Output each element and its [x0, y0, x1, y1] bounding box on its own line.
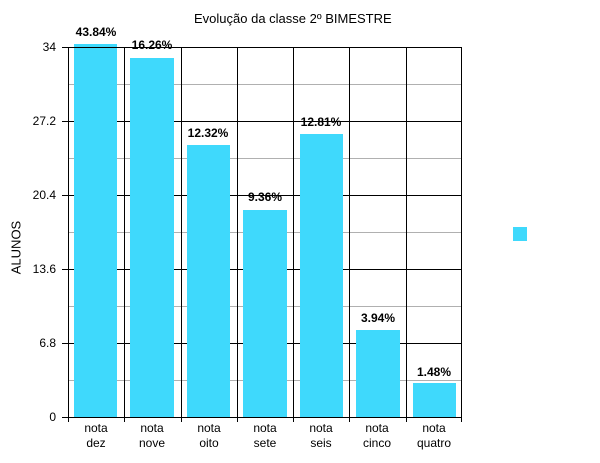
- x-tick: [237, 417, 238, 422]
- x-label-line: nota: [365, 421, 389, 435]
- bar-nota-oito: [187, 145, 230, 417]
- major-gridline: [68, 195, 462, 196]
- bar-value-label: 43.84%: [75, 25, 117, 39]
- y-tick-label: 13.6: [32, 262, 56, 276]
- vertical-gridline: [237, 47, 238, 417]
- vertical-gridline: [349, 47, 350, 417]
- bar-nota-nove: [130, 58, 174, 417]
- bar-value-label: 12.81%: [300, 115, 342, 129]
- x-label-line: nota: [197, 421, 221, 435]
- bar-nota-sete: [243, 210, 287, 417]
- x-label-line: nove: [138, 436, 166, 450]
- x-label-line: dez: [86, 436, 106, 450]
- x-tick-label: nota nove: [124, 421, 180, 451]
- vertical-gridline: [293, 47, 294, 417]
- minor-gridline: [68, 158, 462, 159]
- bar-nota-dez: [74, 44, 117, 417]
- y-tick: [62, 121, 68, 122]
- minor-gridline: [68, 84, 462, 85]
- major-gridline: [68, 121, 462, 122]
- x-tick-label: nota sete: [237, 421, 293, 451]
- bar-value-label: 1.48%: [416, 365, 452, 379]
- x-tick: [124, 417, 125, 422]
- vertical-gridline: [406, 47, 407, 417]
- x-label-line: oito: [199, 436, 219, 450]
- x-tick-label: nota cinco: [349, 421, 405, 451]
- y-tick-label: 34: [42, 40, 56, 54]
- x-tick: [349, 417, 350, 422]
- x-label-line: nota: [84, 421, 108, 435]
- x-tick: [68, 417, 69, 422]
- y-tick: [62, 195, 68, 196]
- vertical-gridline: [124, 47, 125, 417]
- x-tick-label: nota oito: [181, 421, 237, 451]
- x-label-line: nota: [422, 421, 446, 435]
- y-tick: [62, 417, 68, 418]
- bar-nota-cinco: [356, 330, 400, 417]
- x-tick: [181, 417, 182, 422]
- vertical-gridline: [181, 47, 182, 417]
- x-tick: [461, 417, 462, 422]
- chart-title-text: Evolução da classe 2º BIMESTRE: [194, 11, 392, 26]
- bar-nota-seis: [300, 134, 343, 417]
- bar-value-label: 3.94%: [360, 311, 396, 325]
- y-tick: [62, 269, 68, 270]
- x-tick-label: nota dez: [68, 421, 124, 451]
- y-tick: [62, 47, 68, 48]
- bar-value-label: 9.36%: [247, 190, 283, 204]
- x-label-line: nota: [140, 421, 164, 435]
- legend-swatch: [513, 227, 527, 241]
- x-label-line: quatro: [416, 436, 452, 450]
- y-tick-label: 27.2: [32, 114, 56, 128]
- y-tick-label: 20.4: [32, 188, 56, 202]
- x-label-line: sete: [253, 436, 277, 450]
- x-label-line: seis: [310, 436, 332, 450]
- x-axis-line: [68, 417, 462, 418]
- x-tick: [406, 417, 407, 422]
- bar-nota-quatro: [413, 383, 456, 417]
- x-label-line: nota: [309, 421, 333, 435]
- x-tick: [293, 417, 294, 422]
- bar-value-label: 12.32%: [187, 126, 229, 140]
- y-tick-label: 0: [49, 410, 56, 424]
- bar-value-label: 16.26%: [131, 38, 173, 52]
- x-tick-label: nota quatro: [406, 421, 462, 451]
- y-tick-label: 6.8: [39, 336, 56, 350]
- plot-area: [68, 47, 462, 417]
- x-label-line: cinco: [362, 436, 391, 450]
- y-tick: [62, 343, 68, 344]
- x-label-line: nota: [253, 421, 277, 435]
- x-tick-label: nota seis: [293, 421, 349, 451]
